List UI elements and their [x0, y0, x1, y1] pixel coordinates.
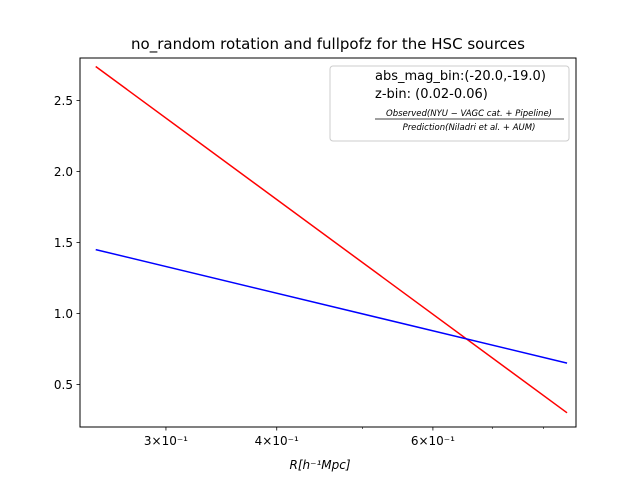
x-tick-label: 6×10⁻¹: [411, 434, 455, 448]
legend-box: [329, 65, 570, 142]
series-line-1: [95, 248, 568, 364]
x-tick-label: 3×10⁻¹: [144, 434, 188, 448]
x-axis-label: R[h⁻¹Mpc]: [289, 458, 350, 472]
x-tick-label: 4×10⁻¹: [255, 434, 299, 448]
chart-title: no_random rotation and fullpofz for the …: [131, 35, 525, 54]
y-tick-label: 1.5: [54, 236, 73, 250]
legend-line-z-bin: z-bin: (0.02-0.06): [375, 87, 488, 102]
legend-fraction-denominator: Prediction(Niladri et al. + AUM): [403, 123, 536, 133]
y-tick-label: 2.5: [54, 94, 73, 108]
y-tick-label: 0.5: [54, 378, 73, 392]
legend: abs_mag_bin:(-20.0,-19.0) z-bin: (0.02-0…: [329, 65, 570, 142]
legend-fraction-numerator: Observed(NYU − VAGC cat. + Pipeline): [386, 109, 552, 119]
legend-line-mag-bin: abs_mag_bin:(-20.0,-19.0): [375, 69, 546, 84]
plot-area: 0.5 1.0 1.5 2.0 2.5 3×10⁻¹ 4×10⁻¹ 6×10⁻¹: [54, 57, 577, 448]
y-tick-label: 1.0: [54, 307, 73, 321]
y-tick-label: 2.0: [54, 165, 73, 179]
series-line-0: [95, 65, 568, 414]
